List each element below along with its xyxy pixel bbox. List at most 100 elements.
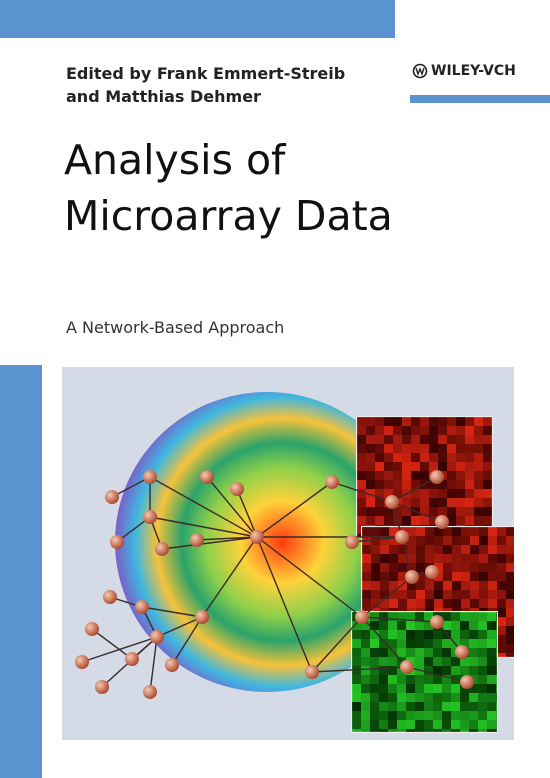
heatmap-cell bbox=[478, 639, 487, 648]
heatmap-cell bbox=[416, 581, 425, 590]
heatmap-cell bbox=[452, 581, 461, 590]
heatmap-cell bbox=[393, 462, 402, 471]
heatmap-cell bbox=[393, 453, 402, 462]
heatmap-cell bbox=[438, 480, 447, 489]
heatmap-cell bbox=[479, 554, 488, 563]
heatmap-cell bbox=[496, 639, 497, 648]
heatmap-cell bbox=[461, 581, 470, 590]
heatmap-cell bbox=[420, 453, 429, 462]
heatmap-cell bbox=[388, 666, 397, 675]
heatmap-cell bbox=[415, 657, 424, 666]
heatmap-cell bbox=[389, 581, 398, 590]
network-node bbox=[460, 675, 474, 689]
heatmap-cell bbox=[397, 720, 406, 729]
heatmap-cell bbox=[496, 702, 497, 711]
heatmap-cell bbox=[411, 453, 420, 462]
heatmap-cell bbox=[407, 599, 416, 608]
heatmap-cell bbox=[420, 489, 429, 498]
heatmap-cell bbox=[451, 630, 460, 639]
heatmap-cell bbox=[370, 720, 379, 729]
heatmap-cell bbox=[452, 572, 461, 581]
heatmap-cell bbox=[379, 675, 388, 684]
heatmap-cell bbox=[388, 621, 397, 630]
heatmap-cell bbox=[438, 453, 447, 462]
heatmap-cell bbox=[469, 612, 478, 621]
heatmap-cell bbox=[370, 711, 379, 720]
network-node bbox=[75, 655, 89, 669]
heatmap-cell bbox=[397, 621, 406, 630]
heatmap-cell bbox=[506, 626, 514, 635]
heatmap-cell bbox=[429, 417, 438, 426]
title: Analysis of Microarray Data bbox=[64, 132, 393, 244]
heatmap-cell bbox=[452, 590, 461, 599]
heatmap-cell bbox=[371, 545, 380, 554]
heatmap-cell bbox=[497, 554, 506, 563]
heatmap-cell bbox=[411, 498, 420, 507]
heatmap-cell bbox=[496, 612, 497, 621]
heatmap-cell bbox=[406, 720, 415, 729]
heatmap-cell bbox=[447, 516, 456, 525]
heatmap-cell bbox=[496, 675, 497, 684]
side-bar bbox=[0, 365, 42, 778]
network-edge bbox=[141, 606, 203, 618]
heatmap-cell bbox=[424, 729, 433, 732]
heatmap-cell bbox=[483, 453, 492, 462]
heatmap-cell bbox=[487, 630, 496, 639]
heatmap-cell bbox=[443, 563, 452, 572]
heatmap-cell bbox=[393, 471, 402, 480]
heatmap-cell bbox=[397, 729, 406, 732]
heatmap-cell bbox=[451, 720, 460, 729]
heatmap-cell bbox=[438, 435, 447, 444]
heatmap-cell bbox=[434, 527, 443, 536]
heatmap-cell bbox=[465, 453, 474, 462]
heatmap-cell bbox=[362, 545, 371, 554]
heatmap-cell bbox=[460, 711, 469, 720]
heatmap-cell bbox=[442, 639, 451, 648]
heatmap-cell bbox=[402, 471, 411, 480]
network-node bbox=[200, 470, 214, 484]
heatmap-cell bbox=[474, 471, 483, 480]
heatmap-cell bbox=[424, 684, 433, 693]
network-node bbox=[430, 470, 444, 484]
heatmap-cell bbox=[357, 507, 366, 516]
heatmap-cell bbox=[452, 527, 461, 536]
heatmap-cell bbox=[424, 702, 433, 711]
heatmap-cell bbox=[429, 435, 438, 444]
heatmap-cell bbox=[397, 684, 406, 693]
heatmap-cell bbox=[406, 621, 415, 630]
heatmap-cell bbox=[451, 612, 460, 621]
heatmap-cell bbox=[361, 693, 370, 702]
network-node bbox=[250, 530, 264, 544]
heatmap-cell bbox=[407, 545, 416, 554]
heatmap-cell bbox=[424, 612, 433, 621]
heatmap-cell bbox=[474, 516, 483, 525]
heatmap-cell bbox=[352, 666, 361, 675]
heatmap-cell bbox=[487, 684, 496, 693]
heatmap-cell bbox=[465, 471, 474, 480]
heatmap-cell bbox=[429, 507, 438, 516]
heatmap-cell bbox=[452, 554, 461, 563]
heatmap-cell bbox=[402, 462, 411, 471]
heatmap-cell bbox=[443, 590, 452, 599]
heatmap-cell bbox=[438, 462, 447, 471]
heatmap-cell bbox=[469, 693, 478, 702]
heatmap-cell bbox=[460, 702, 469, 711]
network-node bbox=[430, 615, 444, 629]
heatmap-cell bbox=[362, 563, 371, 572]
heatmap-cell bbox=[352, 720, 361, 729]
heatmap-cell bbox=[447, 471, 456, 480]
heatmap-cell bbox=[469, 630, 478, 639]
heatmap-cell bbox=[474, 498, 483, 507]
heatmap-cell bbox=[379, 612, 388, 621]
heatmap-cell bbox=[352, 630, 361, 639]
heatmap-cell bbox=[415, 720, 424, 729]
heatmap-cell bbox=[460, 720, 469, 729]
heatmap-cell bbox=[393, 444, 402, 453]
heatmap-cell bbox=[438, 444, 447, 453]
heatmap-cell bbox=[362, 590, 371, 599]
network-node bbox=[325, 475, 339, 489]
heatmap-cell bbox=[483, 471, 492, 480]
heatmap-cell bbox=[461, 527, 470, 536]
heatmap-cell bbox=[361, 657, 370, 666]
network-edge bbox=[311, 666, 408, 673]
